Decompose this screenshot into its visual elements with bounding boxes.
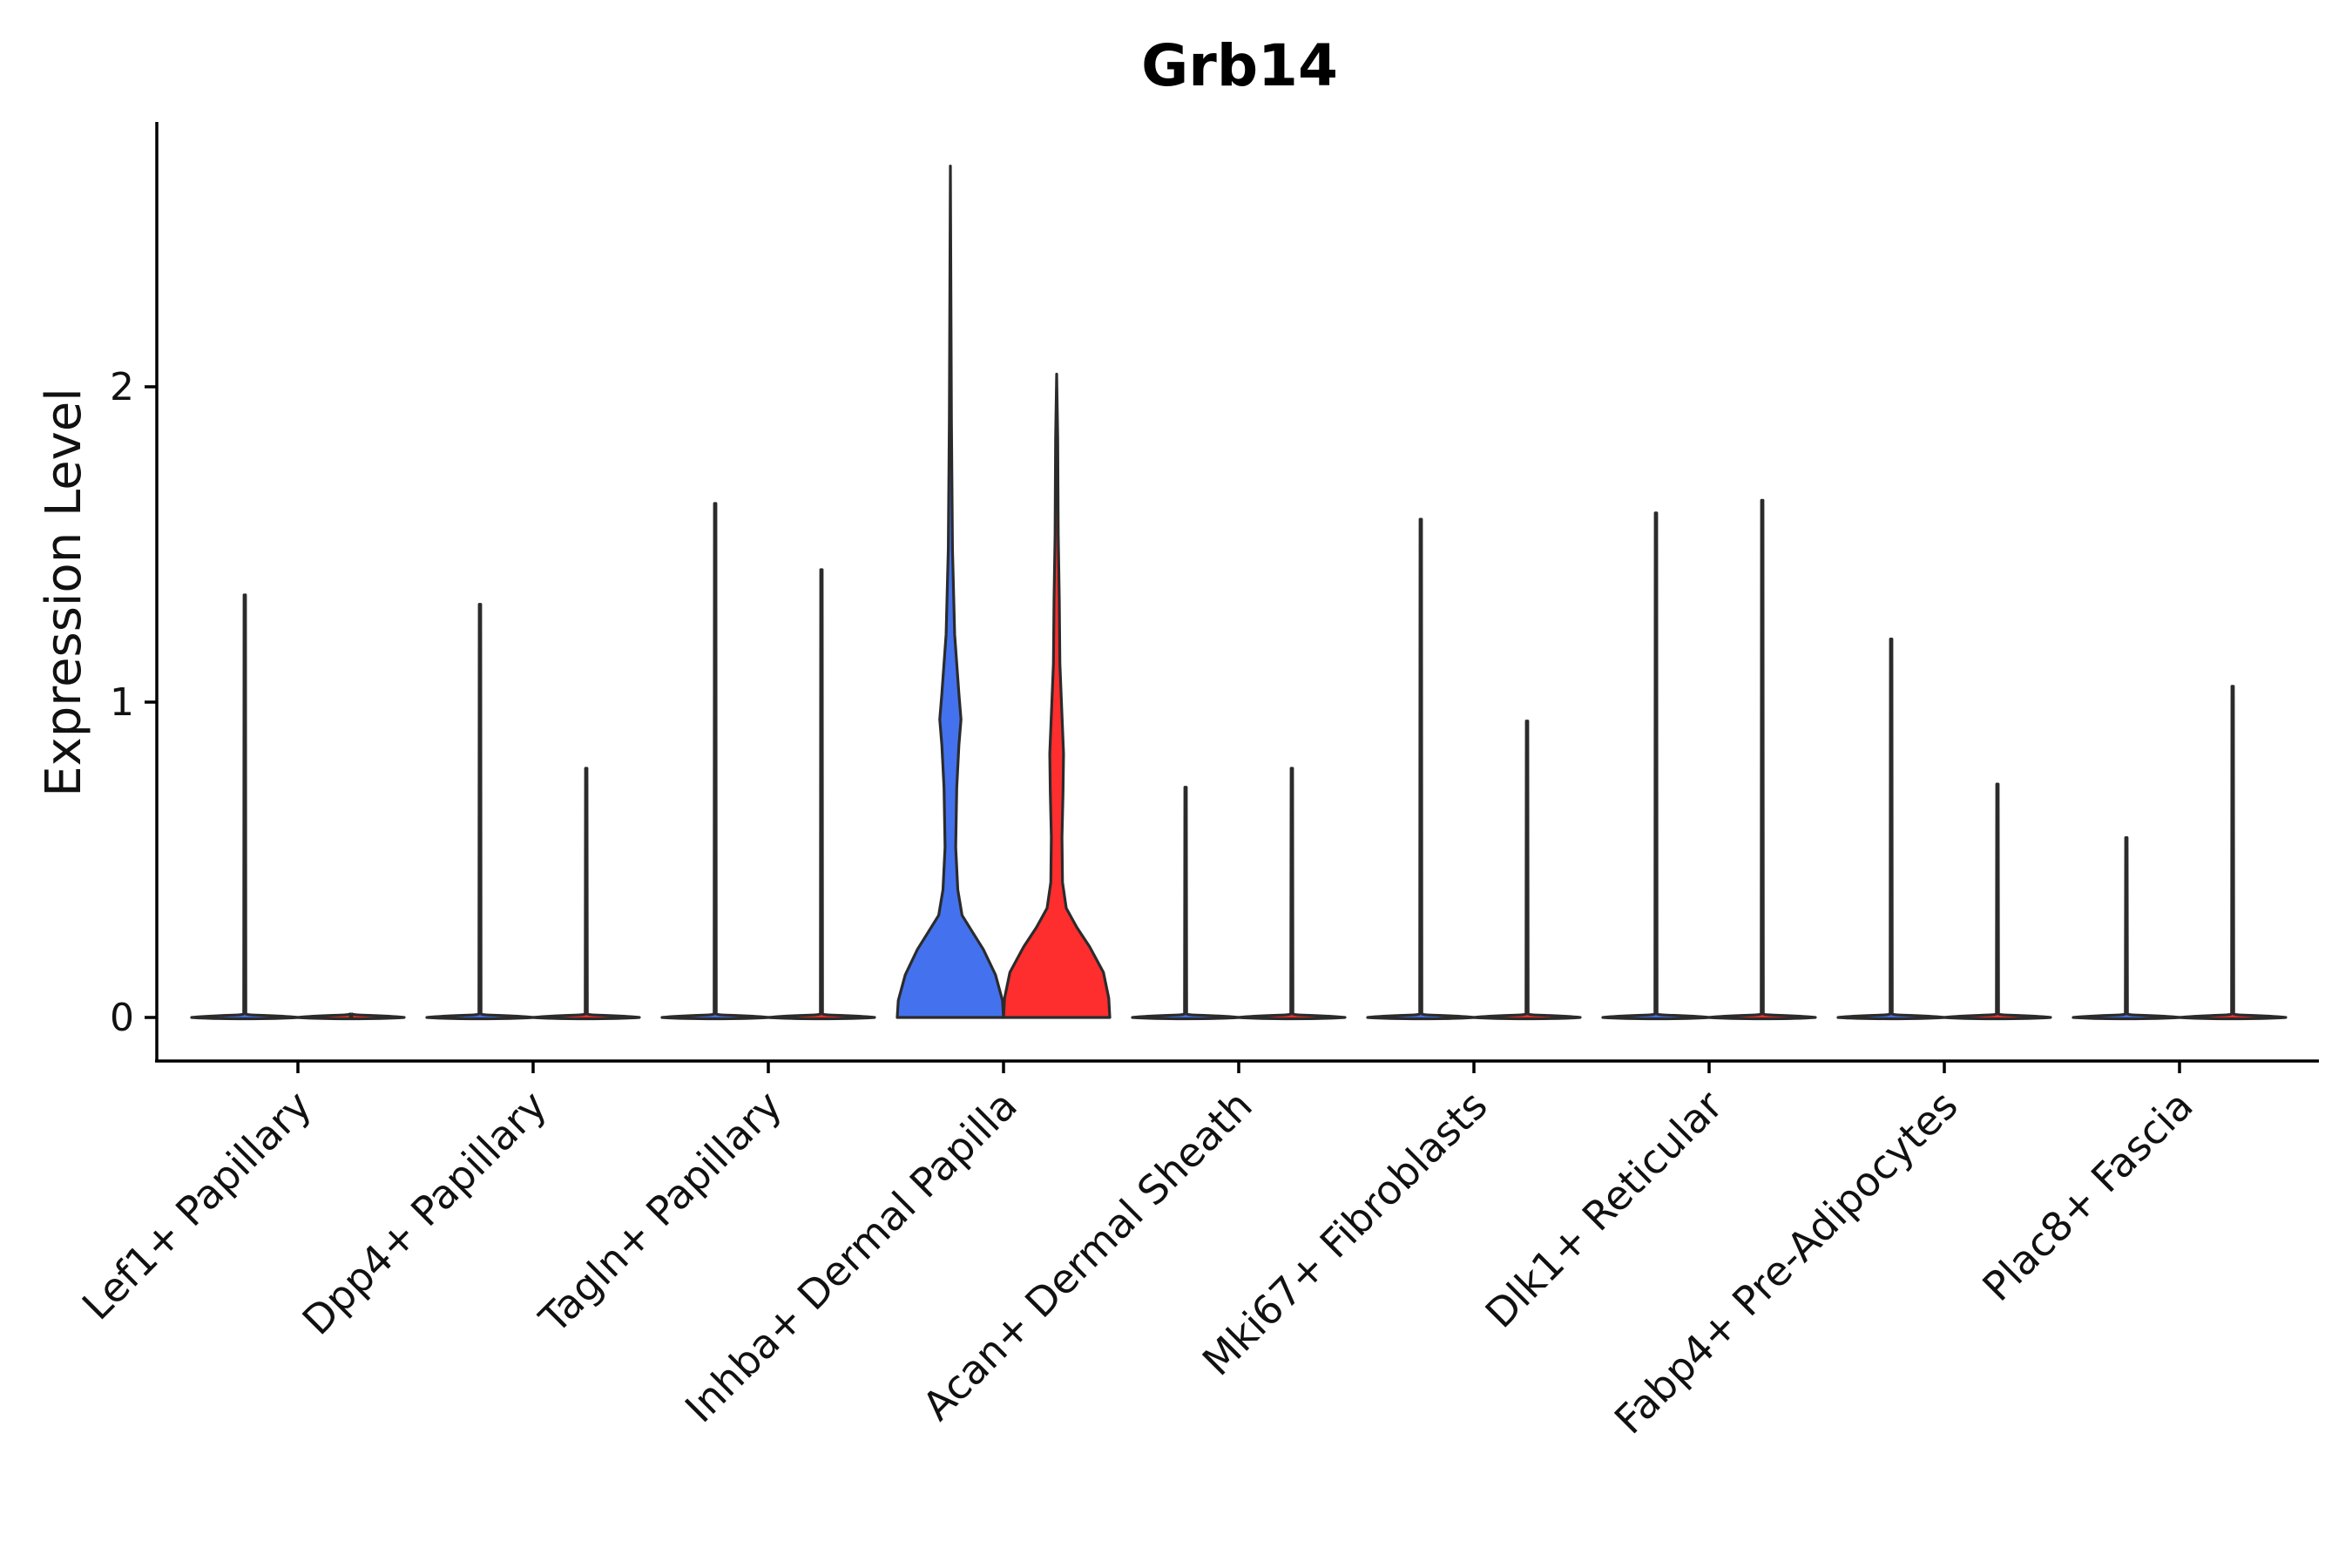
violin-thin <box>2072 836 2181 1021</box>
y-ticks-layer: 0 1 2 <box>110 365 157 1040</box>
x-tick-label: Plac8+ Fascia <box>1973 1082 2201 1310</box>
violin-thin <box>660 502 770 1021</box>
violin-thin <box>1707 498 1817 1021</box>
violin-thin <box>296 1012 406 1021</box>
y-tick-label: 1 <box>110 680 134 725</box>
violin-thin <box>1366 517 1476 1021</box>
y-axis-label: Expression Level <box>36 388 92 797</box>
violin-thin <box>1836 638 1946 1021</box>
chart-title: Grb14 <box>1141 32 1338 99</box>
x-tick-label: Tagln+ Papillary <box>530 1082 791 1343</box>
violin-thin <box>2178 685 2288 1021</box>
y-tick-label: 2 <box>110 365 134 409</box>
violin-thin <box>425 603 535 1021</box>
violin-thin <box>1131 786 1240 1021</box>
violin-full <box>1002 372 1112 1019</box>
violin-thin <box>767 568 876 1021</box>
x-tick-label: Dlk1+ Reticular <box>1477 1082 1732 1337</box>
violins-layer <box>190 165 2288 1021</box>
y-tick-label: 0 <box>110 996 134 1040</box>
violin-thin <box>531 767 641 1021</box>
x-tick-label: Dpp4+ Papillary <box>294 1082 556 1344</box>
violin-full <box>896 165 1005 1019</box>
violin-thin <box>1943 782 2052 1021</box>
violin-thin <box>1601 511 1711 1021</box>
violin-thin <box>190 593 300 1021</box>
violin-thin <box>1237 767 1347 1021</box>
x-tick-label: Lef1+ Papillary <box>73 1082 321 1329</box>
axes-layer <box>155 122 2319 1063</box>
violin-thin <box>1472 720 1582 1021</box>
